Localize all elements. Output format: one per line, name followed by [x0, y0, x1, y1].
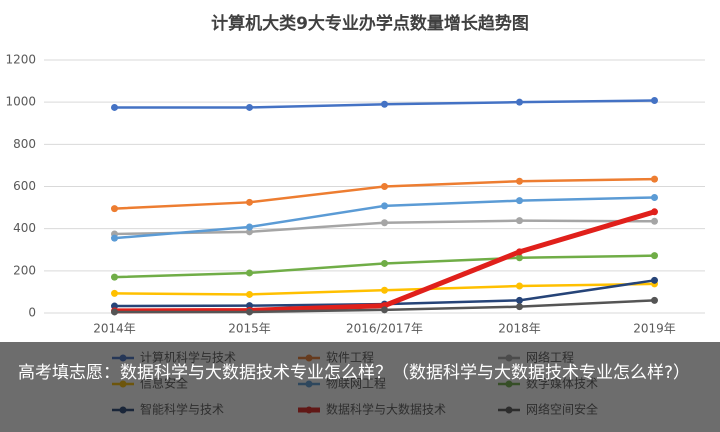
point	[381, 259, 388, 267]
y-tick-label: 800	[13, 137, 36, 151]
x-tick-label: 2018年	[498, 322, 541, 336]
point	[246, 223, 253, 231]
y-tick-label: 200	[13, 263, 36, 277]
y-tick-label: 0	[28, 306, 36, 320]
point	[516, 98, 523, 106]
point	[516, 248, 523, 256]
point	[381, 219, 388, 227]
point	[516, 177, 523, 185]
x-tick-label: 2014年	[93, 322, 136, 336]
y-tick-label: 1200	[5, 53, 36, 67]
point	[111, 273, 118, 281]
y-tick-label: 1000	[5, 95, 36, 109]
point	[516, 217, 523, 225]
point	[381, 202, 388, 210]
y-tick-label: 400	[13, 221, 36, 235]
point	[516, 296, 523, 304]
point	[246, 269, 253, 277]
point	[381, 183, 388, 190]
point	[246, 228, 253, 236]
x-tick-label: 2016/2017年	[346, 322, 423, 336]
point	[651, 252, 658, 260]
point	[381, 306, 388, 314]
y-tick-label: 600	[13, 179, 36, 193]
point	[516, 303, 523, 311]
point	[246, 308, 253, 316]
point	[246, 198, 253, 206]
point	[651, 175, 658, 183]
point	[651, 208, 658, 216]
point	[651, 96, 658, 104]
point	[246, 302, 253, 310]
caption: 高考填志愿：数据科学与大数据技术专业怎么样？（数据科学与大数据技术专业怎么样?）	[18, 363, 691, 383]
point	[651, 276, 658, 284]
chart-title: 计算机大类9大专业办学点数量增长趋势图	[211, 13, 529, 34]
point	[651, 193, 658, 201]
point	[516, 282, 523, 290]
point	[381, 286, 388, 294]
caption-overlay	[0, 342, 720, 432]
point	[651, 296, 658, 304]
point	[111, 308, 118, 316]
point	[516, 197, 523, 205]
point	[111, 302, 118, 310]
point	[651, 217, 658, 225]
point	[246, 290, 253, 298]
point	[246, 103, 253, 111]
x-tick-label: 2015年	[228, 322, 271, 336]
point	[111, 234, 118, 242]
point	[381, 100, 388, 108]
x-tick-label: 2019年	[633, 322, 676, 336]
point	[111, 205, 118, 213]
point	[111, 103, 118, 111]
point	[111, 289, 118, 297]
point	[516, 254, 523, 262]
